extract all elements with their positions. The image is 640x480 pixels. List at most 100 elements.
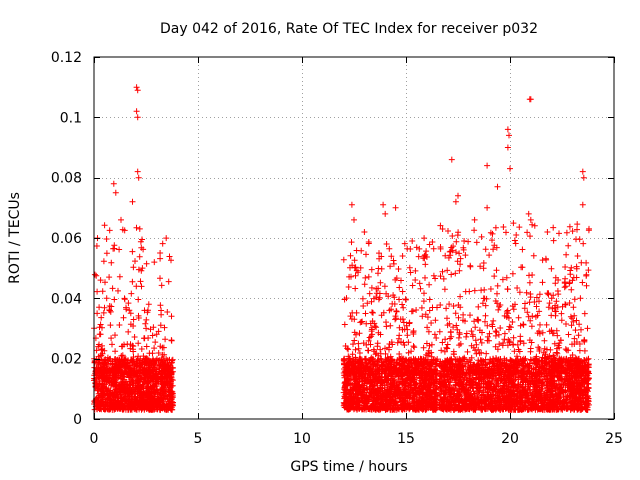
data-point <box>116 322 123 328</box>
data-point <box>135 370 141 377</box>
data-point <box>420 390 427 397</box>
data-point <box>420 402 427 409</box>
data-point <box>163 235 170 242</box>
data-point <box>112 356 119 363</box>
data-point <box>140 382 147 389</box>
data-point <box>156 406 163 412</box>
data-point <box>421 235 428 242</box>
data-point <box>101 304 108 311</box>
data-point <box>143 343 150 350</box>
data-point <box>130 323 137 329</box>
data-point <box>146 364 153 371</box>
data-point <box>164 381 171 388</box>
data-point <box>390 380 397 387</box>
data-point <box>95 361 102 368</box>
data-point <box>407 246 414 252</box>
data-point <box>99 324 105 331</box>
data-point <box>353 247 360 254</box>
data-point <box>413 307 420 313</box>
data-point <box>155 379 162 386</box>
data-point <box>154 402 161 409</box>
data-point <box>119 226 126 233</box>
data-point <box>130 264 137 271</box>
data-point <box>383 241 390 247</box>
data-point <box>368 284 375 291</box>
data-point <box>394 405 401 412</box>
data-point <box>406 264 413 271</box>
data-point <box>365 239 372 245</box>
data-point <box>93 380 100 387</box>
data-point <box>97 386 104 393</box>
data-point <box>157 275 163 282</box>
data-point <box>106 406 113 412</box>
data-point <box>110 375 117 382</box>
data-point <box>97 321 104 328</box>
data-point <box>119 359 126 366</box>
data-point <box>116 273 123 280</box>
data-point <box>365 347 372 354</box>
data-point <box>154 374 161 380</box>
data-point <box>344 376 351 383</box>
data-point <box>135 340 142 347</box>
data-point <box>415 391 422 398</box>
data-point <box>377 346 384 353</box>
data-point <box>132 405 139 412</box>
data-point <box>148 401 155 408</box>
data-point <box>138 346 145 352</box>
data-point <box>143 325 150 332</box>
data-point <box>141 335 147 342</box>
data-point <box>117 366 124 373</box>
data-point <box>108 303 115 310</box>
data-point <box>382 345 388 352</box>
data-point <box>125 300 132 307</box>
data-point <box>94 288 101 295</box>
data-point <box>402 386 409 393</box>
data-point <box>97 331 104 338</box>
data-point <box>383 392 390 399</box>
data-point <box>433 335 440 341</box>
data-point <box>419 313 426 320</box>
data-point <box>135 353 142 360</box>
data-point <box>416 394 423 401</box>
data-point <box>431 380 438 387</box>
data-point <box>109 285 116 292</box>
data-point <box>381 381 388 388</box>
data-point <box>427 360 434 367</box>
data-point <box>432 275 439 282</box>
data-point <box>382 406 389 413</box>
data-point <box>135 296 142 303</box>
data-point <box>103 250 110 257</box>
data-point <box>150 377 157 383</box>
data-point <box>426 281 433 288</box>
data-point <box>430 272 437 279</box>
data-point <box>409 282 416 289</box>
data-point <box>407 394 414 401</box>
data-point <box>153 383 160 389</box>
data-point <box>417 285 424 292</box>
data-point <box>112 348 119 355</box>
data-point <box>149 332 156 339</box>
data-point <box>395 266 402 272</box>
data-point <box>128 388 135 395</box>
data-point <box>147 378 153 385</box>
data-point <box>418 377 425 384</box>
data-point <box>422 274 428 281</box>
data-point <box>361 281 368 288</box>
data-point <box>152 386 159 393</box>
data-point <box>402 296 409 303</box>
data-point <box>138 283 145 290</box>
data-point <box>129 278 136 285</box>
data-point <box>352 285 359 292</box>
data-point <box>362 393 369 400</box>
data-point <box>430 245 437 252</box>
data-point <box>168 406 175 413</box>
data-point <box>340 389 347 396</box>
data-point <box>355 340 362 347</box>
data-point <box>113 357 120 364</box>
data-point <box>378 396 385 403</box>
data-point <box>115 370 122 377</box>
data-point <box>352 272 359 279</box>
data-point <box>398 389 405 396</box>
data-point <box>106 366 113 373</box>
data-point <box>158 395 165 402</box>
